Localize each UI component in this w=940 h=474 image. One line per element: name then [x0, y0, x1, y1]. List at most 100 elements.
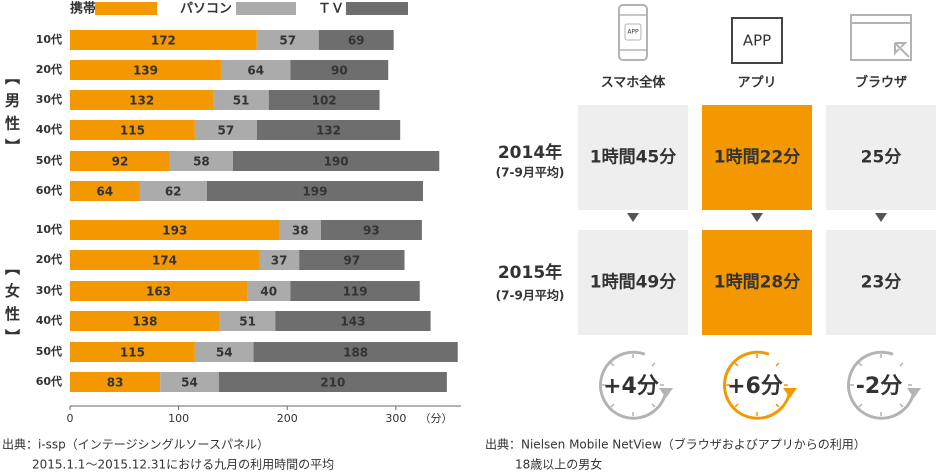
category-label: 20代: [36, 62, 62, 76]
cell-value: 25分: [861, 148, 902, 168]
value-label: 188: [343, 346, 368, 360]
bar-segment: [299, 250, 405, 270]
change-arrowhead: [783, 388, 797, 398]
bar-segment: [206, 181, 423, 201]
bar-segment: [70, 181, 140, 201]
value-label: 97: [343, 254, 360, 268]
bar-segment: [213, 90, 269, 110]
down-arrow: [627, 213, 639, 222]
legend-label: パソコン: [180, 2, 232, 17]
value-label: 57: [279, 34, 296, 48]
bar-segment: [220, 60, 291, 80]
value-label: 37: [271, 254, 288, 268]
value-label: 139: [133, 64, 158, 78]
column-label: スマホ全体: [601, 75, 667, 91]
change-label: +6分: [727, 374, 783, 399]
cell: [826, 105, 936, 210]
value-label: 210: [320, 376, 345, 390]
row-period: (7-9月平均): [496, 288, 565, 303]
category-label: 50代: [36, 344, 62, 358]
bar-segment: [70, 30, 257, 50]
bar-segment: [290, 60, 389, 80]
cell: [578, 105, 688, 210]
value-label: 54: [181, 376, 198, 390]
value-label: 69: [348, 34, 365, 48]
clock-tick: [775, 403, 780, 408]
icon-text: APP: [743, 32, 771, 50]
category-label: 60代: [36, 183, 62, 197]
browser-icon: [850, 14, 912, 61]
bar-segment: [70, 311, 220, 331]
change-arrowhead: [907, 388, 921, 398]
x-tick-label: 300: [385, 412, 406, 425]
value-label: 83: [107, 376, 124, 390]
value-label: 174: [152, 254, 177, 268]
bar-segment: [290, 281, 420, 301]
bar-segment: [256, 30, 319, 50]
bar-segment: [70, 281, 248, 301]
x-tick-label: 200: [277, 412, 298, 425]
value-label: 90: [331, 64, 348, 78]
value-label: 62: [165, 185, 182, 199]
value-label: 54: [216, 346, 233, 360]
source-line: 18歳以上の男女: [515, 457, 602, 472]
value-label: 115: [120, 346, 145, 360]
category-label: 40代: [36, 313, 62, 327]
legend-swatch: [346, 2, 408, 15]
source-line: 出典：i-ssp（インテージシングルソースパネル）: [2, 438, 269, 452]
bar-segment: [70, 90, 214, 110]
bar-segment: [232, 151, 440, 171]
change-label: +4分: [603, 374, 659, 399]
source-line: 出典：Nielsen Mobile NetView（ブラウザおよびアプリからの利…: [485, 437, 866, 452]
value-label: 64: [96, 185, 113, 199]
bar-segment: [70, 220, 280, 240]
change-ring: [723, 350, 792, 420]
value-label: 93: [363, 224, 380, 238]
value-label: 92: [112, 155, 129, 169]
clock-tick: [610, 403, 615, 408]
row-period: (7-9月平均): [496, 165, 565, 180]
bar-segment: [218, 372, 447, 392]
value-label: 38: [292, 224, 309, 238]
value-label: 119: [343, 285, 368, 299]
cell-value: 23分: [861, 273, 902, 293]
column-label: アプリ: [737, 76, 776, 91]
value-label: 163: [146, 285, 171, 299]
group-label: 【男性】: [3, 70, 21, 162]
clock-tick: [858, 362, 863, 367]
value-label: 193: [162, 224, 187, 238]
cell: [702, 230, 812, 335]
value-label: 51: [233, 94, 250, 108]
bar-segment: [160, 372, 219, 392]
bar-segment: [320, 220, 422, 240]
bar-segment: [219, 311, 276, 331]
clock-tick: [775, 362, 780, 367]
cell-value: 1時間28分: [714, 272, 801, 293]
cursor-icon: [894, 42, 910, 58]
icon-text: APP: [627, 29, 639, 36]
clock-tick: [899, 403, 904, 408]
x-unit: （分）: [420, 412, 453, 425]
clock-tick: [734, 362, 739, 367]
category-label: 20代: [36, 252, 62, 266]
bar-segment: [70, 151, 170, 171]
change-ring: [599, 350, 668, 420]
source-line: 2015.1.1～2015.12.31における九月の利用時間の平均: [32, 458, 334, 472]
x-tick-label: 0: [67, 412, 74, 425]
legend-label: ＴＶ: [318, 2, 344, 17]
change-ring: [847, 350, 916, 420]
value-label: 58: [193, 155, 210, 169]
category-label: 50代: [36, 153, 62, 167]
cell-value: 1時間45分: [590, 147, 677, 168]
legend-swatch: [236, 2, 296, 15]
bar-segment: [70, 60, 221, 80]
cell-value: 1時間49分: [590, 272, 677, 293]
clock-tick: [651, 362, 656, 367]
legend-label: 携帯: [70, 1, 96, 17]
category-label: 10代: [36, 32, 62, 46]
bar-segment: [194, 120, 257, 140]
app-icon: [731, 17, 783, 64]
value-label: 138: [132, 315, 157, 329]
clock-tick: [651, 403, 656, 408]
clock-tick: [734, 403, 739, 408]
